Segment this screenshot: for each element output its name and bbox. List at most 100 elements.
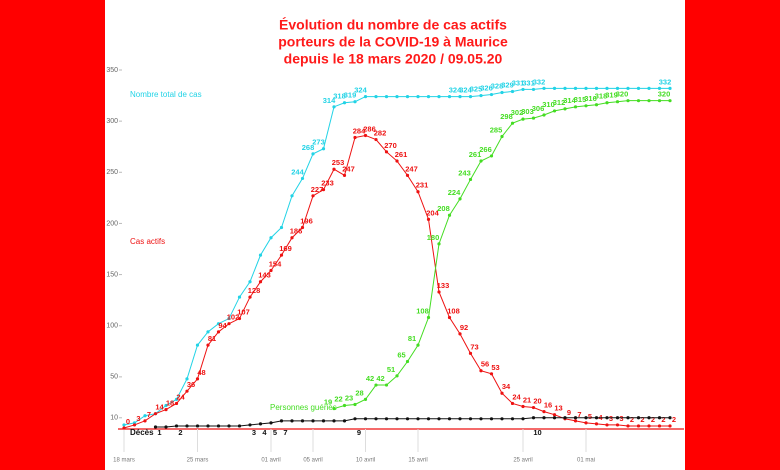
data-point <box>668 86 672 91</box>
series-name: Cas actifs <box>130 237 165 246</box>
data-label: 261 <box>395 150 408 159</box>
data-label: 314 <box>563 96 576 105</box>
data-label: 2 <box>661 415 665 424</box>
data-point <box>657 416 662 420</box>
data-label: 2 <box>651 415 655 424</box>
data-point <box>489 92 494 97</box>
data-label: 247 <box>342 164 355 173</box>
y-tick-label: 350 <box>106 67 118 74</box>
data-label: 2 <box>630 415 634 424</box>
y-tick-label: 250 <box>106 169 118 176</box>
data-label: 23 <box>345 393 353 402</box>
data-label: 13 <box>554 404 562 413</box>
data-point <box>332 105 336 109</box>
data-point <box>458 332 462 336</box>
data-label: 285 <box>490 125 503 134</box>
data-point <box>237 295 242 299</box>
data-point <box>657 424 662 428</box>
y-tick-label: 50 <box>110 374 118 381</box>
data-point <box>447 94 452 99</box>
data-label: 324 <box>449 86 462 95</box>
data-label: 92 <box>460 323 468 332</box>
data-label: 24 <box>512 392 521 401</box>
data-label: 328 <box>491 81 504 90</box>
data-point <box>185 389 189 393</box>
data-point <box>395 374 399 378</box>
data-point <box>426 94 431 99</box>
data-point <box>416 94 420 99</box>
data-label: 107 <box>237 308 250 317</box>
data-label: 320 <box>658 90 671 99</box>
data-point <box>594 416 599 420</box>
data-label: 7 <box>577 410 581 419</box>
x-tick-label: 25 avril <box>513 458 532 464</box>
data-point <box>395 159 399 163</box>
data-point <box>279 253 284 257</box>
x-tick-label: 25 mars <box>187 458 209 464</box>
data-point <box>447 213 452 217</box>
data-label: 0 <box>126 417 130 426</box>
data-label: 94 <box>218 321 227 330</box>
data-label: 108 <box>416 307 429 316</box>
data-label: 314 <box>323 96 336 105</box>
data-point <box>300 176 305 181</box>
data-label: 21 <box>523 396 531 405</box>
data-label: 81 <box>408 334 416 343</box>
data-point <box>657 86 662 91</box>
data-label: 284 <box>353 126 366 135</box>
data-label: 42 <box>366 374 374 383</box>
data-point <box>584 104 588 108</box>
data-point <box>510 401 515 406</box>
data-point <box>384 94 389 99</box>
data-point <box>395 94 399 99</box>
data-point <box>374 417 378 421</box>
data-point <box>195 377 200 381</box>
data-point <box>626 99 630 103</box>
data-point <box>164 425 168 429</box>
data-point <box>416 343 420 347</box>
y-tick-label: 300 <box>106 118 118 125</box>
y-tick-label: 150 <box>106 271 118 278</box>
x-tick-label: 18 mars <box>113 458 135 464</box>
data-point <box>668 416 672 420</box>
data-label: 315 <box>574 95 587 104</box>
data-label: 208 <box>437 204 450 213</box>
data-point <box>584 421 588 425</box>
data-label: 128 <box>248 286 261 295</box>
data-point <box>426 315 431 320</box>
data-label: 7 <box>147 410 151 419</box>
data-point <box>237 424 242 428</box>
data-point <box>353 100 357 104</box>
data-label: 16 <box>544 401 552 410</box>
data-point <box>437 94 441 99</box>
data-label: 3 <box>609 414 613 423</box>
data-label: 325 <box>470 85 483 94</box>
data-point <box>636 416 641 420</box>
data-point <box>542 86 546 91</box>
data-label: 28 <box>355 388 363 397</box>
data-point <box>521 404 525 409</box>
data-label: 243 <box>458 168 471 177</box>
data-label: 196 <box>300 217 313 226</box>
x-tick-label: 05 avril <box>303 458 322 464</box>
data-point <box>405 417 410 421</box>
data-point <box>227 316 231 321</box>
data-point <box>206 330 210 334</box>
data-point <box>342 101 347 105</box>
data-point <box>510 417 515 421</box>
data-point <box>195 424 200 428</box>
data-label: 324 <box>354 86 367 95</box>
chart-title: depuis le 18 mars 2020 / 09.05.20 <box>284 51 503 67</box>
data-label: 186 <box>290 227 303 236</box>
data-point <box>468 417 473 421</box>
data-point <box>279 225 284 230</box>
data-point <box>437 290 441 294</box>
data-label: 324 <box>459 86 472 95</box>
data-point <box>615 86 620 91</box>
data-point <box>353 402 357 407</box>
data-label: 24 <box>176 392 185 401</box>
data-point <box>153 425 158 429</box>
data-point <box>363 94 368 99</box>
data-label: 270 <box>384 141 397 150</box>
data-point <box>405 359 410 364</box>
